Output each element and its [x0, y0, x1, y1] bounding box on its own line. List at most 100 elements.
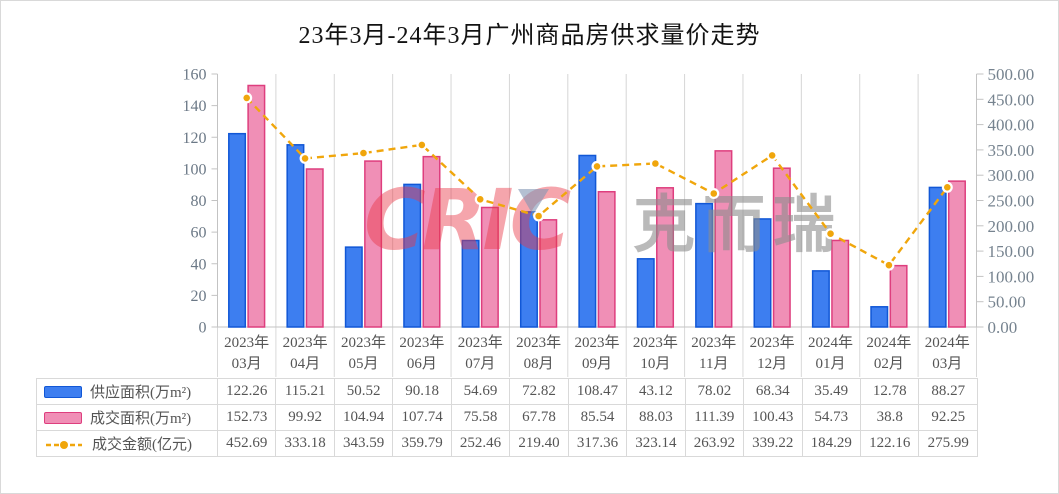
- bar-supply-area: [811, 270, 830, 328]
- table-cell: 68.34: [743, 378, 803, 405]
- bar-supply-area: [461, 239, 480, 328]
- table-cell: 111.39: [684, 404, 745, 431]
- bar-supply-area: [578, 154, 597, 328]
- table-row: 成交金额(亿元) 452.69 333.18 343.59 359.79 252.46 21…: [36, 430, 978, 457]
- table-cell: 184.29: [801, 430, 861, 457]
- x-axis-category-label: 2024年 02月: [866, 334, 911, 372]
- table-cell: 88.27: [918, 378, 978, 405]
- right-axis-tick-label: 150.00: [988, 242, 1035, 261]
- line-marker: [357, 147, 369, 159]
- table-cell: 252.46: [450, 430, 511, 457]
- table-cell: 333.18: [275, 430, 335, 457]
- table-cell: 359.79: [392, 430, 452, 457]
- line-marker: [591, 160, 603, 172]
- table-cell: 122.26: [216, 378, 277, 405]
- table-cell: 85.54: [567, 404, 628, 431]
- table-cell: 90.18: [392, 378, 452, 405]
- line-marker: [649, 158, 661, 170]
- x-axis-category-label: 2023年 06月: [399, 334, 444, 372]
- table-cell: 323.14: [626, 430, 686, 457]
- table-cell: 54.69: [450, 378, 511, 405]
- table-cell: 343.59: [333, 430, 394, 457]
- x-axis-category-label: 2023年 04月: [283, 334, 328, 372]
- left-axis-tick-label: 60: [191, 225, 207, 242]
- table-cell: 339.22: [743, 430, 803, 457]
- table-cell: 43.12: [626, 378, 686, 405]
- data-table: 供应面积(万m²) 122.26 115.21 50.52 90.18 54.69 72.8…: [36, 378, 978, 457]
- right-axis-tick-label: 400.00: [988, 116, 1035, 135]
- x-axis-category-label: 2023年 07月: [458, 334, 503, 372]
- line-marker: [416, 139, 428, 151]
- legend-item: 成交金额(亿元): [36, 430, 218, 457]
- table-cell: 263.92: [684, 430, 745, 457]
- right-axis-tick-label: 300.00: [988, 166, 1035, 185]
- table-cell: 88.03: [626, 404, 686, 431]
- table-cell: 78.02: [684, 378, 745, 405]
- x-axis-category-label: 2023年 03月: [224, 334, 269, 372]
- table-cell: 122.16: [859, 430, 920, 457]
- left-axis-tick-label: 160: [183, 67, 207, 84]
- bar-supply-area: [228, 132, 247, 328]
- table-cell: 54.73: [801, 404, 861, 431]
- bar-supply-area: [286, 144, 305, 328]
- line-marker: [883, 259, 895, 271]
- right-axis-tick-label: 200.00: [988, 217, 1035, 236]
- table-cell: 67.78: [509, 404, 569, 431]
- line-swatch-icon: [46, 441, 82, 449]
- left-axis-tick-label: 140: [183, 98, 207, 115]
- table-cell: 107.74: [392, 404, 452, 431]
- watermark-cjk-text: 克而瑞: [633, 188, 843, 261]
- table-cell: 35.49: [801, 378, 861, 405]
- bar-deal-area: [480, 206, 499, 328]
- table-cell: 317.36: [567, 430, 628, 457]
- bar-deal-area: [305, 168, 324, 328]
- table-cell: 38.8: [859, 404, 920, 431]
- table-cell: 275.99: [918, 430, 978, 457]
- table-cell: 100.43: [743, 404, 803, 431]
- bar-supply-area: [928, 186, 947, 328]
- table-cell: 12.78: [859, 378, 920, 405]
- right-axis-tick-label: 350.00: [988, 141, 1035, 160]
- bar-supply-area: [403, 183, 422, 328]
- x-axis-category-label: 2024年 03月: [925, 334, 970, 372]
- left-axis-tick-label: 120: [183, 130, 207, 147]
- table-cell: 108.47: [567, 378, 628, 405]
- table-cell: 72.82: [509, 378, 569, 405]
- bar-deal-area: [539, 219, 558, 328]
- table-cell: 99.92: [275, 404, 335, 431]
- right-axis-tick-label: 100.00: [988, 267, 1035, 286]
- line-marker: [825, 228, 837, 240]
- bar-supply-area: [753, 218, 772, 328]
- line-marker: [299, 152, 311, 164]
- x-axis-category-label: 2023年 09月: [574, 334, 619, 372]
- legend-label: 成交面积(万m²): [90, 411, 192, 427]
- x-axis-category-label: 2023年 05月: [341, 334, 386, 372]
- bar-deal-area: [364, 160, 383, 328]
- line-marker: [474, 193, 486, 205]
- bar-deal-area: [831, 239, 850, 328]
- right-axis-tick-label: 50.00: [988, 293, 1026, 312]
- left-axis-tick-label: 20: [191, 288, 207, 305]
- x-axis-category-label: 2023年 11月: [691, 334, 736, 372]
- x-axis-category-label: 2023年 08月: [516, 334, 561, 372]
- watermark: CRIC 克而瑞: [364, 171, 843, 269]
- x-axis-category-label: 2023年 10月: [633, 334, 678, 372]
- x-axis-category-label: 2024年 01月: [808, 334, 853, 372]
- right-axis-tick-label: 500.00: [988, 65, 1035, 84]
- table-cell: 50.52: [333, 378, 394, 405]
- bar-deal-area: [947, 180, 966, 328]
- table-cell: 92.25: [918, 404, 978, 431]
- line-marker: [708, 188, 720, 200]
- bar-series: [228, 84, 966, 328]
- bar-supply-area: [344, 246, 363, 328]
- table-cell: 152.73: [216, 404, 277, 431]
- bar-supply-area: [870, 306, 889, 328]
- line-marker: [533, 210, 545, 222]
- bar-deal-area: [247, 84, 266, 328]
- bar-deal-area: [714, 150, 733, 328]
- chart-title: 23年3月-24年3月广州商品房供求量价走势: [298, 23, 761, 49]
- line-series: [241, 92, 953, 271]
- table-row: 供应面积(万m²) 122.26 115.21 50.52 90.18 54.69 72.8…: [36, 378, 978, 405]
